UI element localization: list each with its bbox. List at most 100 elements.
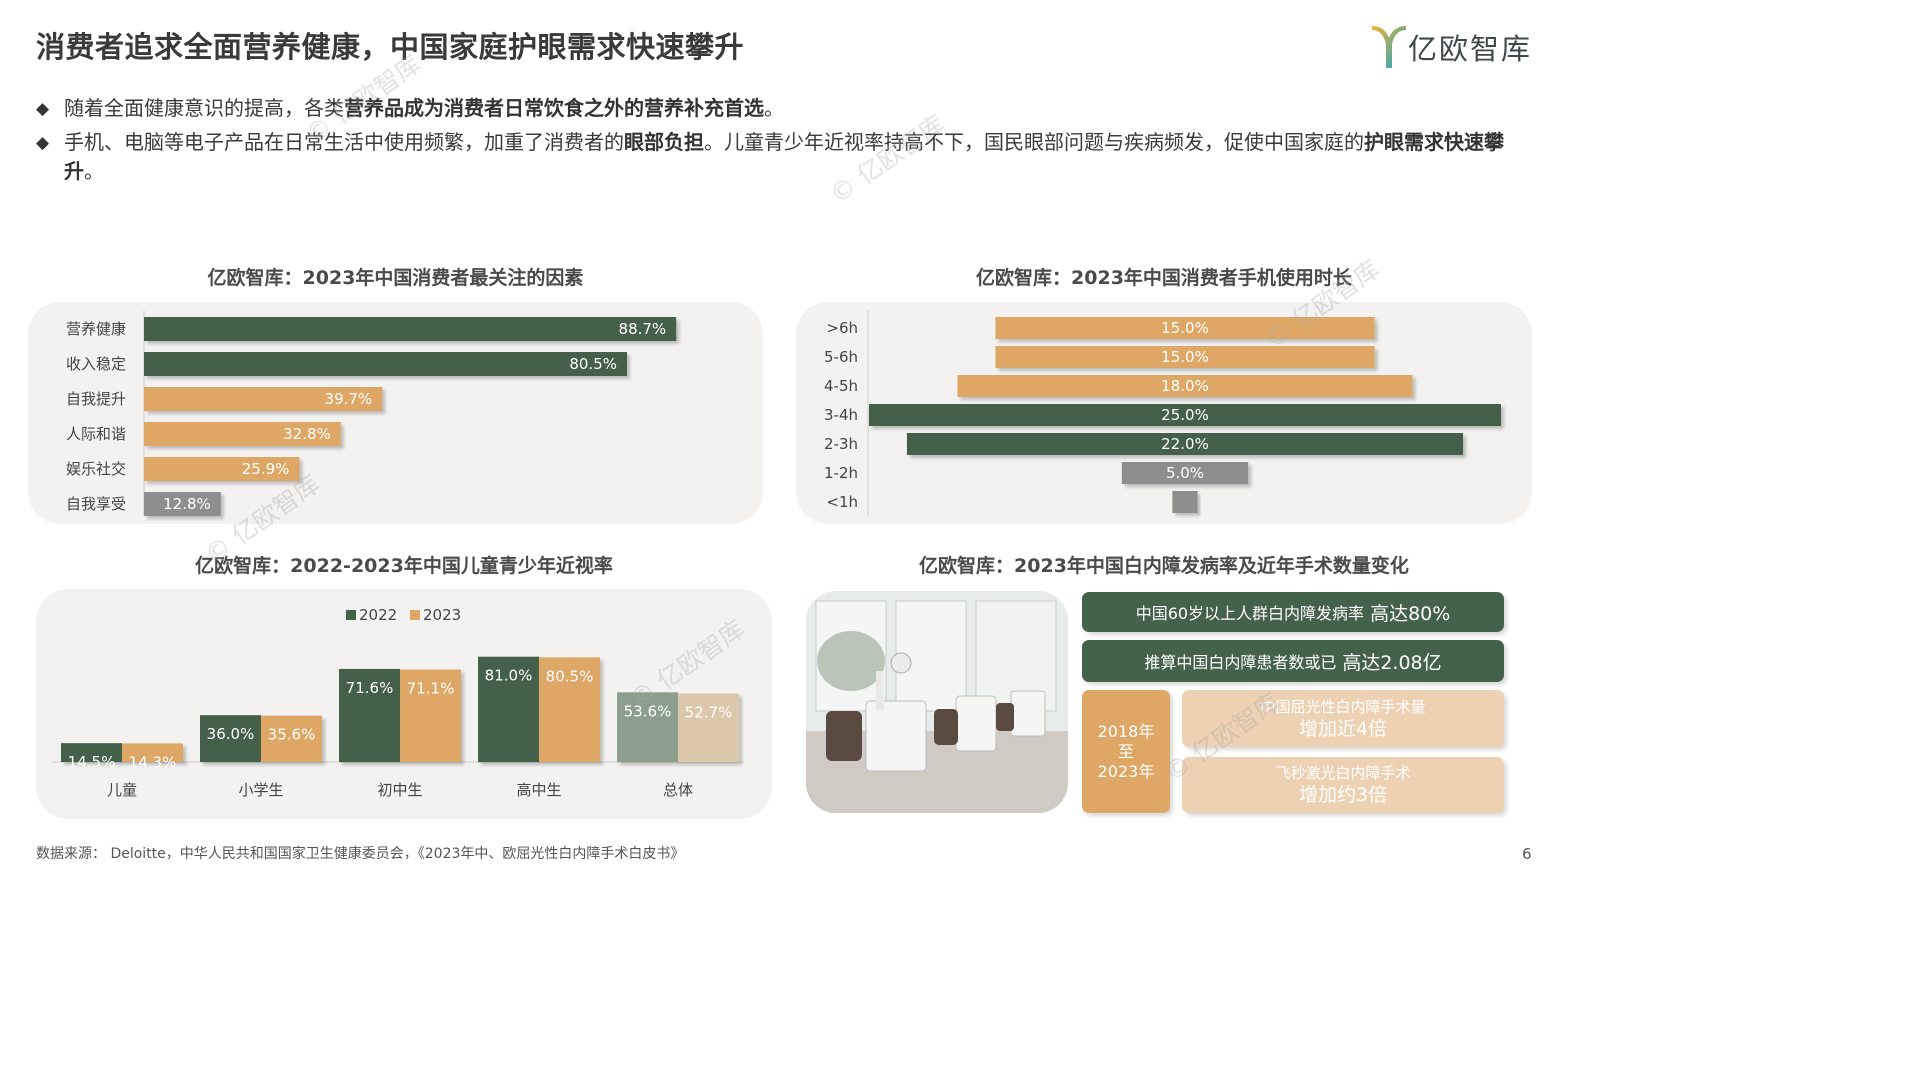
category-label: 自我享受 bbox=[66, 495, 126, 513]
bullet-text: 手机、电脑等电子产品在日常生活中使用频繁，加重了消费者的眼部负担。儿童青少年近视… bbox=[64, 128, 1536, 186]
bar-value-label: 18.0% bbox=[1161, 377, 1209, 395]
bar bbox=[61, 743, 122, 762]
bar bbox=[1172, 491, 1198, 513]
bullet-segment: 。 bbox=[764, 96, 784, 120]
cataract-incidence-value: 高达80% bbox=[1370, 602, 1451, 625]
bar-value-label: 88.7% bbox=[619, 320, 667, 338]
category-label: 高中生 bbox=[516, 781, 561, 799]
bullet-emphasis: 护眼需求快速攀升 bbox=[64, 130, 1504, 183]
category-label: 3-4h bbox=[824, 406, 858, 424]
bar-value-label: 53.6% bbox=[624, 702, 672, 720]
category-label: 人际和谐 bbox=[66, 425, 126, 443]
period-start: 2018年 bbox=[1097, 721, 1155, 741]
bar bbox=[144, 457, 300, 481]
period-to: 至 bbox=[1117, 741, 1134, 761]
bar-value-label: 12.8% bbox=[163, 495, 211, 513]
category-label: 营养健康 bbox=[66, 320, 126, 338]
bullet-text: 随着全面健康意识的提高，各类营养品成为消费者日常饮食之外的营养补充首选。 bbox=[64, 94, 1536, 123]
period-end: 2023年 bbox=[1097, 761, 1155, 781]
cataract-title: 亿欧智库：2023年中国白内障发病率及近年手术数量变化 bbox=[919, 555, 1409, 577]
category-label: 2-3h bbox=[824, 435, 858, 453]
bar bbox=[400, 669, 461, 762]
bar bbox=[144, 317, 677, 341]
clinic-photo bbox=[806, 591, 1068, 813]
bullet-segment: 。儿童青少年近视率持高不下，国民眼部问题与疾病频发，促使中国家庭的 bbox=[704, 130, 1364, 154]
legend: 2022 2023 bbox=[346, 606, 461, 624]
bar-value-label: 35.6% bbox=[268, 726, 316, 744]
bar bbox=[1121, 462, 1249, 484]
legend-swatch bbox=[346, 610, 356, 620]
category-label: 总体 bbox=[663, 781, 693, 799]
femto-surgery-value: 增加约3倍 bbox=[1298, 784, 1388, 806]
bar-value-label: 5.0% bbox=[1166, 464, 1204, 482]
logo-text: 亿欧智库 bbox=[1408, 32, 1533, 66]
bar-value-label: 71.6% bbox=[346, 679, 394, 697]
bar bbox=[122, 743, 183, 762]
refractive-surgery-box: 中国屈光性白内障手术量 增加近4倍 bbox=[1182, 690, 1504, 747]
bar bbox=[906, 433, 1464, 455]
cataract-patients-value: 高达2.08亿 bbox=[1342, 651, 1442, 674]
bar-value-label: 36.0% bbox=[207, 725, 255, 743]
bar-value-label: 14.3% bbox=[129, 753, 177, 771]
chart-factors: 营养健康 88.7% 收入稳定 80.5% 自我提升 39.7% 人际和谐 32.8% 娱乐社交… bbox=[66, 310, 677, 516]
bullet-list: ◆ 随着全面健康意识的提高，各类营养品成为消费者日常饮食之外的营养补充首选。 ◆ 手机… bbox=[36, 94, 1536, 190]
bar bbox=[869, 404, 1501, 426]
yiou-logo: 亿欧智库 bbox=[1370, 24, 1540, 70]
category-label: 自我提升 bbox=[66, 390, 126, 408]
legend-label: 2023 bbox=[423, 606, 461, 624]
bar bbox=[144, 422, 341, 446]
bar-value-label: 39.7% bbox=[325, 390, 373, 408]
bar bbox=[200, 715, 261, 762]
bullet-item: ◆ 随着全面健康意识的提高，各类营养品成为消费者日常饮食之外的营养补充首选。 bbox=[36, 94, 1536, 124]
bar-value-label: 25.0% bbox=[1161, 406, 1209, 424]
cataract-incidence-text: 中国60岁以上人群白内障发病率 bbox=[1135, 604, 1365, 623]
page-number: 6 bbox=[1522, 845, 1532, 863]
category-label: 5-6h bbox=[824, 348, 858, 366]
femto-surgery-label: 飞秒激光白内障手术 bbox=[1275, 764, 1411, 782]
bar bbox=[261, 715, 322, 762]
period-box: 2018年 至 2023年 bbox=[1082, 690, 1170, 813]
chart-myopia: 2022 2023 14.5% 14.3% 儿童 36.0% 35.6% 小学生 71.6% 71… bbox=[52, 606, 744, 799]
category-label: 儿童 bbox=[107, 781, 137, 799]
bar-value-label: 32.8% bbox=[283, 425, 331, 443]
bar bbox=[957, 375, 1413, 397]
panel-myopia: 2022 2023 14.5% 14.3% 儿童 36.0% 35.6% 小学生 71.6% 71… bbox=[36, 589, 772, 819]
bar-value-label: 52.7% bbox=[685, 703, 733, 721]
bullet-emphasis: 眼部负担 bbox=[624, 130, 704, 154]
chart-title-factors: 亿欧智库：2023年中国消费者最关注的因素 bbox=[207, 267, 584, 289]
chart-title-myopia: 亿欧智库：2022-2023年中国儿童青少年近视率 bbox=[195, 555, 613, 577]
category-label: 1-2h bbox=[824, 464, 858, 482]
bar-value-label: 15.0% bbox=[1161, 319, 1209, 337]
category-label: 娱乐社交 bbox=[66, 460, 126, 478]
bar bbox=[678, 693, 739, 762]
diamond-bullet-icon: ◆ bbox=[36, 99, 50, 119]
cataract-incidence-box: 中国60岁以上人群白内障发病率 高达80% bbox=[1082, 592, 1504, 632]
panel-factors: 营养健康 88.7% 收入稳定 80.5% 自我提升 39.7% 人际和谐 32.8% 娱乐社交… bbox=[28, 302, 763, 524]
bullet-segment: 手机、电脑等电子产品在日常生活中使用频繁，加重了消费者的 bbox=[64, 130, 624, 154]
data-source: 数据来源： Deloitte，中华人民共和国国家卫生健康委员会，《2023年中、… bbox=[36, 846, 685, 862]
bar-value-label: 81.0% bbox=[485, 667, 533, 685]
bar-value-label: 71.1% bbox=[407, 680, 455, 698]
bar-value-label: 22.0% bbox=[1161, 435, 1209, 453]
logo-mark-icon bbox=[1372, 26, 1406, 68]
cataract-patients-box: 推算中国白内障患者数或已 高达2.08亿 bbox=[1082, 640, 1504, 682]
legend-swatch bbox=[410, 610, 420, 620]
bar-value-label: 80.5% bbox=[546, 667, 594, 685]
chart-phone: >6h 15.0% 5-6h 15.0% 4-5h 18.0% 3-4h 25.0% 2-3h 2… bbox=[824, 310, 1501, 516]
bullet-segment: 。 bbox=[84, 159, 104, 183]
femto-surgery-box: 飞秒激光白内障手术 增加约3倍 bbox=[1182, 757, 1504, 813]
page-title: 消费者追求全面营养健康，中国家庭护眼需求快速攀升 bbox=[36, 30, 745, 64]
bar bbox=[339, 668, 400, 762]
category-label: <1h bbox=[826, 493, 858, 511]
bar-value-label: 80.5% bbox=[569, 355, 617, 373]
bullet-emphasis: 营养品成为消费者日常饮食之外的营养补充首选 bbox=[344, 96, 764, 120]
bar bbox=[539, 657, 600, 762]
bar bbox=[995, 317, 1375, 339]
bar bbox=[144, 492, 221, 516]
bar-value-label: 25.9% bbox=[242, 460, 290, 478]
refractive-surgery-value: 增加近4倍 bbox=[1298, 717, 1388, 740]
bar bbox=[144, 387, 383, 411]
bar bbox=[995, 346, 1375, 368]
category-label: 收入稳定 bbox=[66, 355, 126, 373]
category-label: 初中生 bbox=[377, 781, 422, 799]
